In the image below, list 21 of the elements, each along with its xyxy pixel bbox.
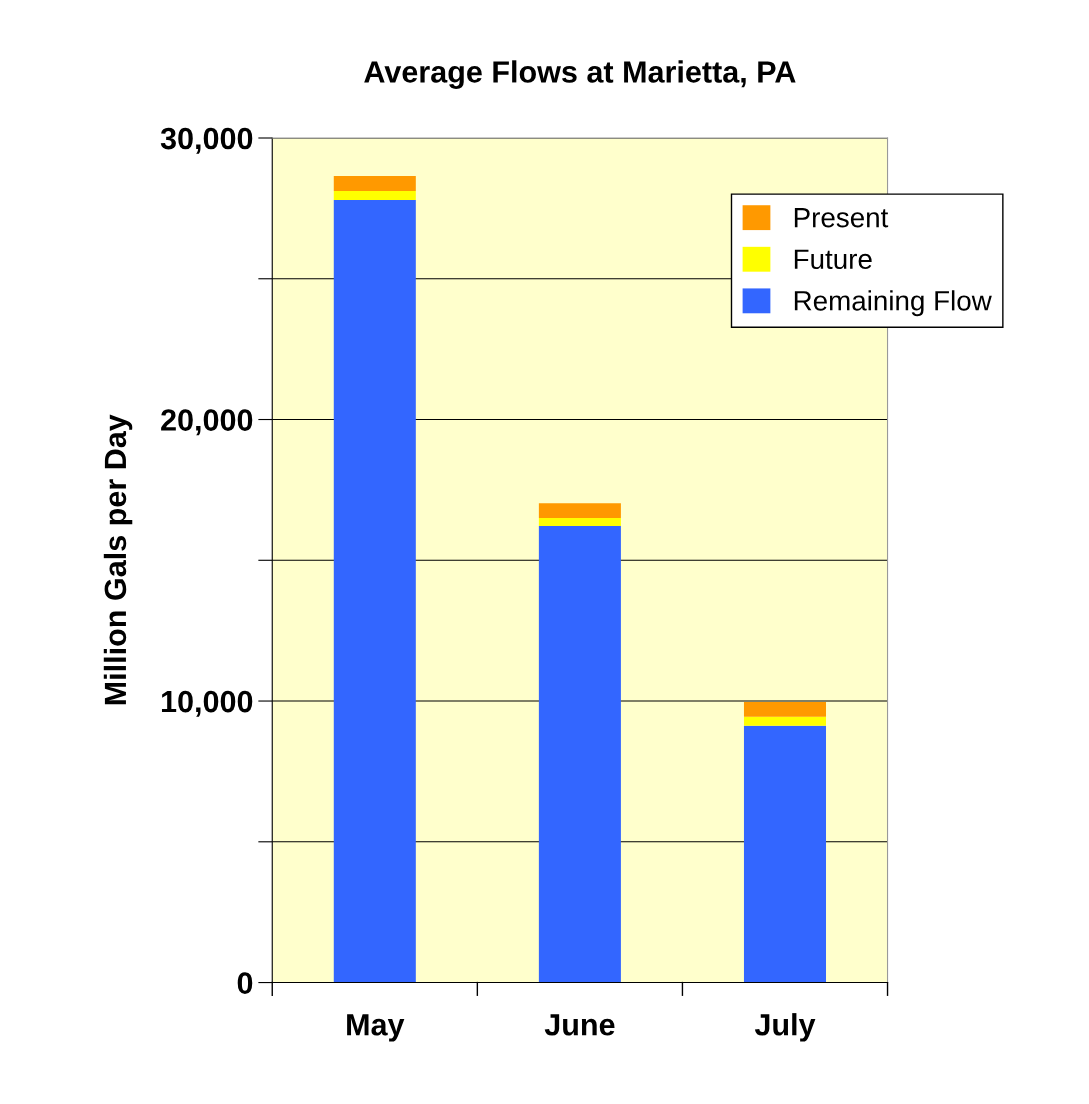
bar (538, 518, 621, 526)
legend-label: Remaining Flow (794, 290, 992, 317)
bar (743, 716, 827, 726)
x-tick-label: June (544, 1014, 615, 1036)
chart-title: Average Flows at Marietta, PA (364, 60, 796, 89)
y-tick-label: 30,000 (160, 127, 253, 154)
y-tick-label: 10,000 (161, 690, 253, 717)
bar (743, 701, 827, 717)
bar (333, 199, 416, 983)
bar (743, 725, 827, 983)
y-axis-title: Million Gals per Day (103, 414, 133, 705)
bar (538, 503, 621, 519)
legend-label: Present (794, 208, 889, 228)
legend-label: Future (794, 249, 872, 270)
x-tick-label: July (754, 1013, 816, 1042)
y-tick-label: 0 (237, 972, 253, 994)
bar (333, 190, 416, 200)
y-tick-label: 20,000 (161, 409, 253, 436)
x-tick-label: May (347, 1014, 405, 1042)
bar (333, 176, 416, 191)
bar (538, 525, 621, 983)
